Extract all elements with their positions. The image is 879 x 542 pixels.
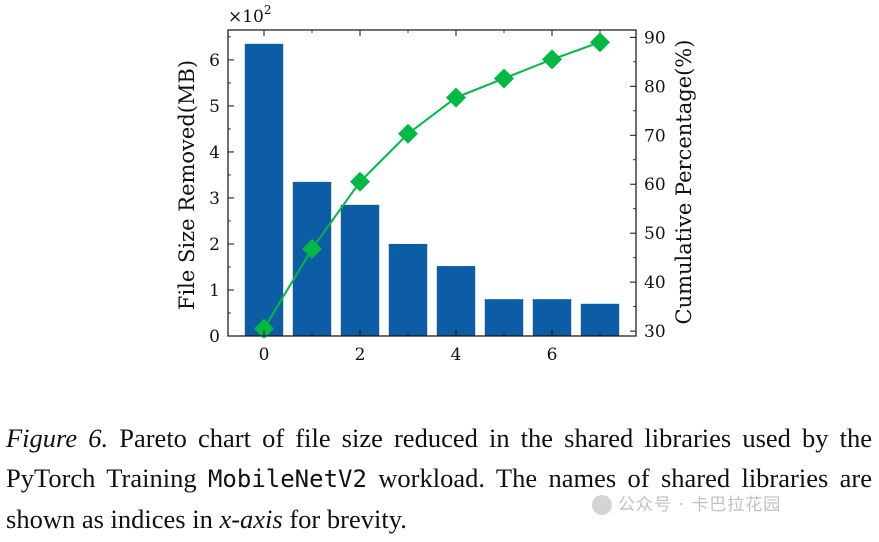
left-tick-label-6: 6 xyxy=(209,51,220,71)
bar-1 xyxy=(292,181,332,336)
figure-caption: Figure 6. Pareto chart of file size redu… xyxy=(6,418,872,539)
bar-6 xyxy=(532,299,572,336)
x-tick-label-6: 6 xyxy=(547,345,558,365)
left-tick-label-2: 2 xyxy=(209,235,220,255)
left-tick-label-1: 1 xyxy=(209,281,220,301)
axes-group xyxy=(227,29,637,337)
right-tick-label-40: 40 xyxy=(644,273,666,293)
cumulative-marker-6 xyxy=(542,49,562,70)
figure-label: Figure 6. xyxy=(6,423,109,453)
cumulative-marker-0 xyxy=(254,318,274,339)
cumulative-line-group xyxy=(254,32,610,339)
left-tick-label-4: 4 xyxy=(209,143,220,163)
cumulative-marker-5 xyxy=(494,68,514,89)
right-tick-label-90: 90 xyxy=(644,28,666,48)
right-tick-label-60: 60 xyxy=(644,175,666,195)
x-tick-label-2: 2 xyxy=(355,345,366,365)
caption-code: MobileNetV2 xyxy=(207,465,367,493)
left-tick-label-3: 3 xyxy=(209,189,220,209)
caption-axis-term: x-axis xyxy=(219,504,283,534)
cumulative-marker-1 xyxy=(302,238,322,259)
x-tick-label-4: 4 xyxy=(451,345,462,365)
right-axis-label: Cumulative Percentage(%) xyxy=(672,40,696,325)
bars-group xyxy=(244,43,620,337)
cumulative-marker-3 xyxy=(398,123,418,144)
cumulative-marker-2 xyxy=(350,171,370,192)
bar-2 xyxy=(340,204,380,336)
cumulative-marker-4 xyxy=(446,87,466,108)
right-tick-label-30: 30 xyxy=(644,322,666,342)
watermark: 公众号 · 卡巴拉花园 xyxy=(592,490,781,515)
x-tick-label-0: 0 xyxy=(259,345,270,365)
pareto-chart: ×102 File Size Removed(MB) Cumulative Pe… xyxy=(175,3,696,365)
left-tick-label-0: 0 xyxy=(209,327,220,347)
bar-0 xyxy=(244,43,284,337)
wechat-icon xyxy=(592,495,612,515)
right-tick-label-80: 80 xyxy=(644,77,666,97)
bar-5 xyxy=(484,299,524,336)
bar-4 xyxy=(436,266,476,336)
left-axis-multiplier: ×102 xyxy=(228,3,272,27)
bar-7 xyxy=(580,303,620,336)
right-tick-label-50: 50 xyxy=(644,224,666,244)
caption-text-1: Pareto chart of file size reduced in the… xyxy=(6,423,872,493)
caption-text-2: workload. The names of shared libraries … xyxy=(6,463,872,534)
plot-frame xyxy=(227,29,637,337)
watermark-text: 公众号 · 卡巴拉花园 xyxy=(618,495,782,515)
caption-text-3: for brevity. xyxy=(282,504,407,534)
bar-3 xyxy=(388,243,428,336)
cumulative-marker-7 xyxy=(590,32,610,53)
left-tick-label-5: 5 xyxy=(209,97,220,117)
axis-text-group: ×102 File Size Removed(MB) Cumulative Pe… xyxy=(175,3,696,365)
right-tick-label-70: 70 xyxy=(644,126,666,146)
left-axis-label: File Size Removed(MB) xyxy=(175,60,199,310)
cumulative-line xyxy=(263,41,601,330)
